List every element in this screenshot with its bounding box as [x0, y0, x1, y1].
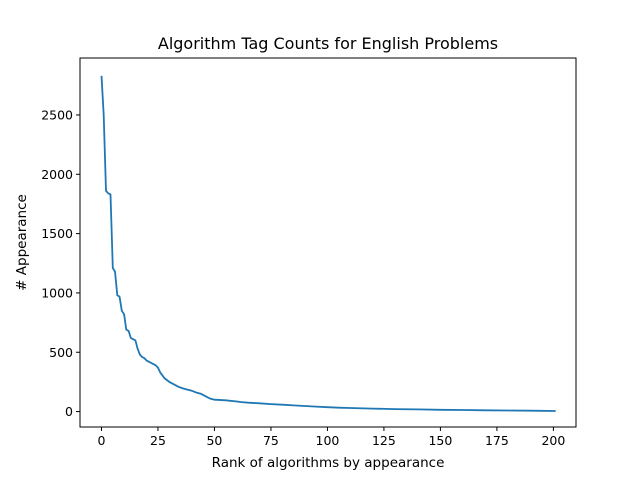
- x-tick-label: 25: [150, 433, 166, 448]
- x-tick-label: 200: [541, 433, 565, 448]
- x-tick-label: 175: [485, 433, 509, 448]
- y-tick-label: 500: [49, 345, 73, 360]
- x-tick-label: 50: [206, 433, 222, 448]
- tick-marks: 0 25 50 75 100 125 150 175 200050010001500200025…: [41, 107, 565, 448]
- plot-frame: [79, 57, 577, 428]
- x-tick-label: 150: [428, 433, 452, 448]
- x-tick-label: 125: [372, 433, 396, 448]
- series-line: [100, 75, 556, 412]
- x-tick-label: 100: [316, 433, 340, 448]
- y-tick-label: 0: [65, 404, 73, 419]
- x-tick-label: 75: [263, 433, 279, 448]
- x-axis-label: Rank of algorithms by appearance: [212, 455, 445, 471]
- y-tick-label: 1500: [41, 226, 73, 241]
- plot-area: [100, 75, 556, 412]
- y-tick-label: 2500: [41, 107, 73, 122]
- y-tick-label: 1000: [41, 285, 73, 300]
- y-axis-label: # Appearance: [14, 194, 30, 291]
- x-tick-label: 0: [97, 433, 105, 448]
- chart-title: Algorithm Tag Counts for English Problem…: [158, 34, 498, 53]
- y-tick-label: 2000: [41, 167, 73, 182]
